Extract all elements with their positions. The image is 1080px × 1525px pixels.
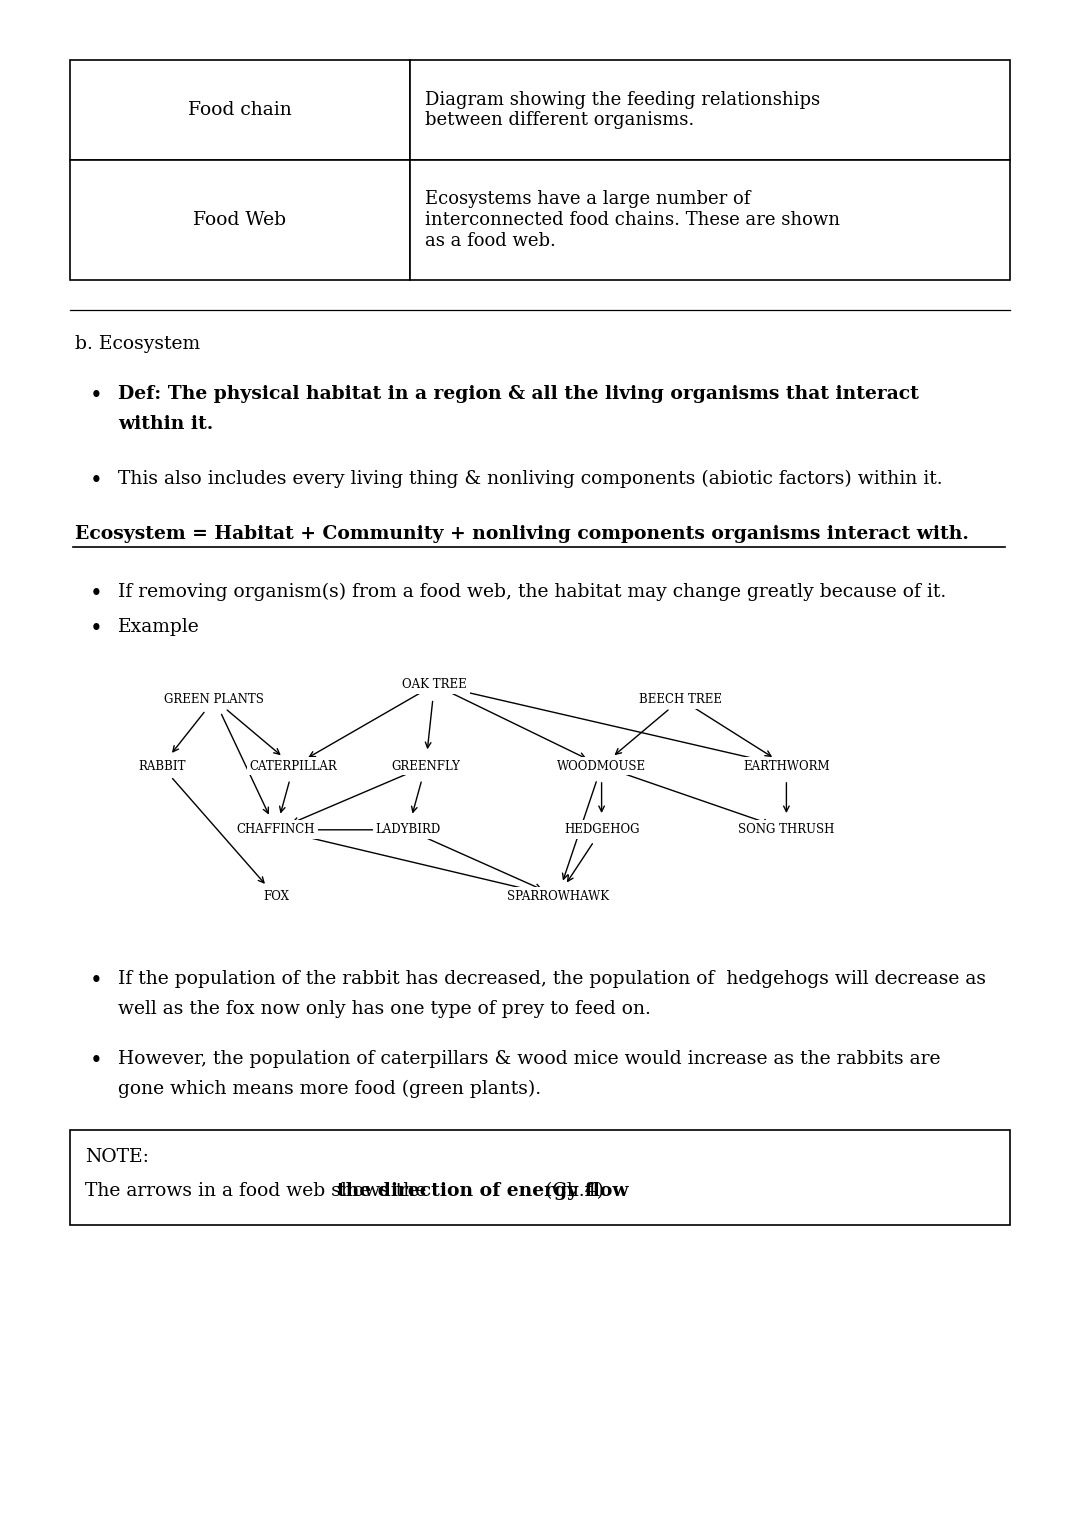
Text: OAK TREE: OAK TREE	[402, 679, 467, 691]
Text: •: •	[90, 618, 103, 640]
Text: Food chain: Food chain	[188, 101, 292, 119]
Text: CATERPILLAR: CATERPILLAR	[249, 759, 337, 773]
Bar	[410, 59, 1010, 160]
Bar	[70, 160, 410, 281]
Text: If removing organism(s) from a food web, the habitat may change greatly because : If removing organism(s) from a food web,…	[118, 583, 946, 601]
Text: SPARROWHAWK: SPARROWHAWK	[507, 891, 609, 903]
Text: Def: The physical habitat in a region & all the living organisms that interact: Def: The physical habitat in a region & …	[118, 384, 919, 403]
Bar	[70, 59, 410, 160]
Text: Ecosystems have a large number of
interconnected food chains. These are shown
as: Ecosystems have a large number of interc…	[426, 191, 840, 250]
Text: gone which means more food (green plants).: gone which means more food (green plants…	[118, 1080, 541, 1098]
Text: FOX: FOX	[264, 891, 289, 903]
Text: NOTE:: NOTE:	[85, 1148, 149, 1167]
Text: BEECH TREE: BEECH TREE	[639, 692, 723, 706]
Text: •: •	[90, 384, 103, 407]
Text: •: •	[90, 470, 103, 493]
Text: •: •	[90, 970, 103, 991]
Text: WOODMOUSE: WOODMOUSE	[557, 759, 646, 773]
Bar	[410, 160, 1010, 281]
Text: This also includes every living thing & nonliving components (abiotic factors) w: This also includes every living thing & …	[118, 470, 943, 488]
Text: However, the population of caterpillars & wood mice would increase as the rabbit: However, the population of caterpillars …	[118, 1051, 941, 1068]
Text: well as the fox now only has one type of prey to feed on.: well as the fox now only has one type of…	[118, 1000, 651, 1019]
Text: within it.: within it.	[118, 415, 213, 433]
Text: If the population of the rabbit has decreased, the population of  hedgehogs will: If the population of the rabbit has decr…	[118, 970, 986, 988]
Text: b. Ecosystem: b. Ecosystem	[75, 336, 200, 352]
Text: the direction of energy flow: the direction of energy flow	[337, 1182, 629, 1200]
Text: Ecosystem = Habitat + Community + nonliving components organisms interact with.: Ecosystem = Habitat + Community + nonliv…	[75, 525, 969, 543]
Text: EARTHWORM: EARTHWORM	[743, 759, 829, 773]
Text: Food Web: Food Web	[193, 210, 286, 229]
Text: LADYBIRD: LADYBIRD	[376, 824, 441, 836]
Text: HEDGEHOG: HEDGEHOG	[564, 824, 639, 836]
Text: •: •	[90, 1051, 103, 1072]
Text: GREENFLY: GREENFLY	[391, 759, 460, 773]
Text: Diagram showing the feeding relationships
between different organisms.: Diagram showing the feeding relationship…	[426, 90, 820, 130]
Bar	[70, 1130, 1010, 1225]
Text: RABBIT: RABBIT	[138, 759, 186, 773]
Text: SONG THRUSH: SONG THRUSH	[739, 824, 835, 836]
Text: Example: Example	[118, 618, 200, 636]
Text: GREEN PLANTS: GREEN PLANTS	[164, 692, 265, 706]
Text: (Ch.4): (Ch.4)	[539, 1182, 604, 1200]
Text: The arrows in a food web shows the: The arrows in a food web shows the	[85, 1182, 432, 1200]
Text: CHAFFINCH: CHAFFINCH	[237, 824, 315, 836]
Text: •: •	[90, 583, 103, 605]
